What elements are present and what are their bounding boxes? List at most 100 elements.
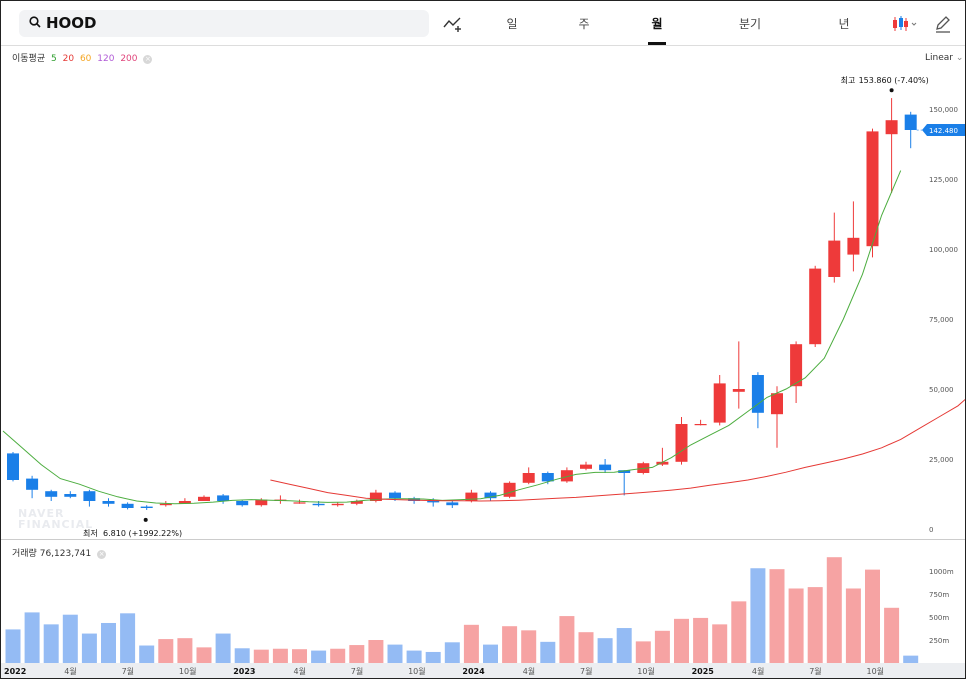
volume-bar xyxy=(750,568,766,663)
candle-body xyxy=(331,503,344,506)
volume-bar xyxy=(215,633,231,663)
x-tick-label: 10월 xyxy=(179,666,197,676)
candle-body xyxy=(350,501,363,504)
candle-body xyxy=(83,491,96,501)
candle-body xyxy=(427,501,440,503)
volume-bar xyxy=(387,644,403,663)
candle-body xyxy=(885,120,898,135)
y-tick-label: 100,000 xyxy=(929,246,958,254)
x-tick-label: 2022 xyxy=(4,667,26,676)
ma-legend[interactable]: 이동평균 5 20 60 120 200 × xyxy=(12,51,155,64)
high-label: 최고 xyxy=(841,75,856,85)
volume-bar xyxy=(43,624,59,663)
candle-type-icon[interactable] xyxy=(891,14,919,34)
volume-bar xyxy=(253,649,269,663)
candle-body xyxy=(828,240,841,277)
candle-body xyxy=(732,389,745,392)
candle-body xyxy=(484,492,497,499)
candle-body xyxy=(140,506,153,508)
ma5-line xyxy=(2,170,902,505)
x-tick-label: 4월 xyxy=(64,666,76,676)
volume-bar xyxy=(406,650,422,663)
search-box[interactable]: HOOD xyxy=(19,10,429,37)
candle-body xyxy=(102,501,115,504)
x-tick-label: 4월 xyxy=(523,666,535,676)
candle-body xyxy=(408,498,421,501)
compare-chart-icon[interactable] xyxy=(443,14,463,34)
y-tick-label: 50,000 xyxy=(929,386,954,394)
watermark-line-1: NAVER xyxy=(18,507,65,520)
volume-tick-label: 500m xyxy=(929,614,949,622)
candle-body xyxy=(255,499,268,506)
candle-body xyxy=(618,470,631,473)
volume-bar xyxy=(139,645,155,663)
low-label: 최저 xyxy=(83,528,98,538)
x-tick-label: 10월 xyxy=(408,666,426,676)
volume-bar xyxy=(196,647,212,663)
candle-body xyxy=(312,503,325,506)
candle-body xyxy=(675,424,688,462)
y-tick-label: 125,000 xyxy=(929,176,958,184)
candle-body xyxy=(465,492,478,501)
close-icon[interactable]: × xyxy=(143,55,153,64)
candle-body xyxy=(809,268,822,345)
candle-body xyxy=(45,491,58,497)
chevron-down-icon: ⌄ xyxy=(955,53,964,63)
candle-body xyxy=(64,494,77,497)
tab-quarter[interactable]: 분기 xyxy=(738,17,762,31)
tab-day[interactable]: 일 xyxy=(506,17,518,31)
tab-year[interactable]: 년 xyxy=(838,17,850,31)
y-tick-label: 0 xyxy=(929,526,933,534)
volume-bar xyxy=(903,655,919,663)
y-tick-label: 150,000 xyxy=(929,106,958,114)
volume-bar xyxy=(101,622,116,663)
volume-bar xyxy=(826,557,842,663)
volume-bar xyxy=(865,569,880,663)
candle-body xyxy=(7,453,19,480)
x-tick-label: 7월 xyxy=(809,666,821,676)
watermark: NAVER FINANCIAL xyxy=(18,508,93,530)
candle-body xyxy=(369,492,382,501)
volume-legend: 거래량 76,123,741 × xyxy=(12,546,107,559)
volume-bar xyxy=(693,617,709,663)
volume-bar xyxy=(597,638,613,663)
volume-bar xyxy=(272,648,288,663)
x-tick-label: 10월 xyxy=(637,666,655,676)
y-tick-label: 75,000 xyxy=(929,316,954,324)
high-value: 153.860 (-7.40%) xyxy=(859,76,929,85)
x-tick-label: 10월 xyxy=(867,666,885,676)
candle-body xyxy=(599,464,612,471)
candle-body xyxy=(771,393,783,415)
volume-tick-label: 750m xyxy=(929,591,949,599)
search-icon xyxy=(29,16,41,28)
current-price-tag xyxy=(922,124,965,137)
candle-body xyxy=(198,496,210,501)
close-icon[interactable]: × xyxy=(97,550,107,559)
x-tick-label: 7월 xyxy=(351,666,363,676)
candle-body xyxy=(847,237,860,255)
toolbar: HOOD 일 주 월 분기 년 xyxy=(1,1,965,46)
tab-month[interactable]: 월 xyxy=(651,17,663,31)
volume-bar xyxy=(731,601,747,663)
tab-week[interactable]: 주 xyxy=(578,17,590,31)
candle-body xyxy=(560,470,573,482)
volume-bar xyxy=(234,648,250,663)
candle-body xyxy=(522,473,535,483)
ma-legend-5: 5 xyxy=(51,54,57,64)
candle-body xyxy=(656,461,669,465)
ma-legend-60: 60 xyxy=(79,54,92,64)
x-axis-band xyxy=(1,663,965,678)
candle-body xyxy=(178,501,191,504)
volume-legend-value: 76,123,741 xyxy=(39,549,92,559)
scale-selector[interactable]: Linear ⌄ xyxy=(925,53,963,63)
x-tick-label: 2023 xyxy=(233,667,255,676)
volume-bar xyxy=(635,641,651,663)
active-tab-indicator xyxy=(648,42,666,45)
volume-bar xyxy=(158,639,174,663)
candle-body xyxy=(159,503,172,506)
candle-body xyxy=(217,495,230,501)
draw-pencil-icon[interactable] xyxy=(933,14,953,34)
volume-bar xyxy=(578,632,594,663)
